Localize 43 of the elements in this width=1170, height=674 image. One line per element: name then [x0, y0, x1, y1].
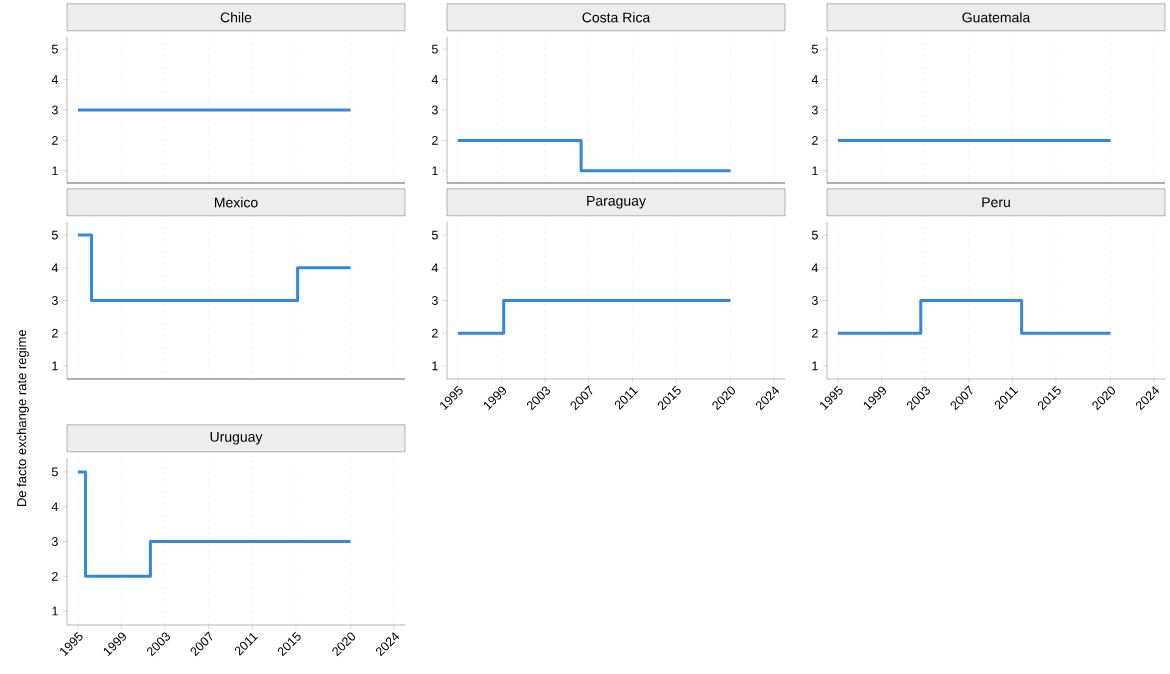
- y-tick-label: 4: [51, 263, 59, 273]
- y-tick-label: 3: [51, 537, 58, 546]
- y-tick-label: 3: [811, 296, 818, 305]
- chart-title: Costa Rica: [582, 12, 651, 23]
- y-tick-label: 5: [811, 44, 818, 54]
- chart-title: Chile: [220, 12, 252, 23]
- y-tick-label: 3: [431, 296, 438, 305]
- y-tick-label: 2: [432, 136, 438, 145]
- y-tick-label: 5: [811, 230, 818, 240]
- chart-title: Paraguay: [587, 196, 646, 209]
- chart-title: Mexico: [214, 197, 258, 208]
- y-tick-label: 5: [51, 467, 58, 477]
- y-tick-label: 2: [52, 328, 58, 338]
- y-tick-label: 2: [52, 136, 58, 145]
- y-tick-label: 4: [431, 75, 439, 84]
- y-tick-label: 1: [432, 166, 438, 176]
- chart-title: Uruguay: [210, 432, 263, 445]
- y-tick-label: 4: [811, 75, 819, 84]
- y-tick-label: 2: [432, 328, 438, 338]
- chart-title: Guatemala: [962, 12, 1031, 23]
- y-tick-label: 5: [51, 44, 58, 54]
- y-tick-label: 5: [431, 44, 438, 54]
- y-tick-label: 4: [431, 263, 439, 273]
- y-tick-label: 1: [432, 361, 438, 371]
- y-tick-label: 2: [812, 136, 818, 145]
- y-tick-label: 2: [812, 328, 818, 338]
- y-tick-label: 4: [811, 263, 819, 273]
- y-tick-label: 3: [51, 105, 58, 115]
- y-tick-label: 3: [51, 296, 58, 305]
- y-tick-label: 5: [431, 230, 438, 240]
- y-axis-title: De facto exchange rate regime: [16, 329, 29, 507]
- y-tick-label: 1: [52, 166, 58, 176]
- y-tick-label: 4: [51, 75, 59, 84]
- y-tick-label: 1: [812, 166, 818, 176]
- y-tick-label: 1: [52, 606, 58, 616]
- y-tick-label: 1: [52, 361, 58, 371]
- chart-title: Peru: [982, 197, 1010, 208]
- y-tick-label: 1: [812, 361, 818, 371]
- y-tick-label: 4: [51, 502, 59, 511]
- y-tick-label: 2: [52, 571, 58, 581]
- y-tick-label: 3: [811, 105, 818, 115]
- y-tick-label: 3: [431, 105, 438, 115]
- y-tick-label: 5: [51, 230, 58, 240]
